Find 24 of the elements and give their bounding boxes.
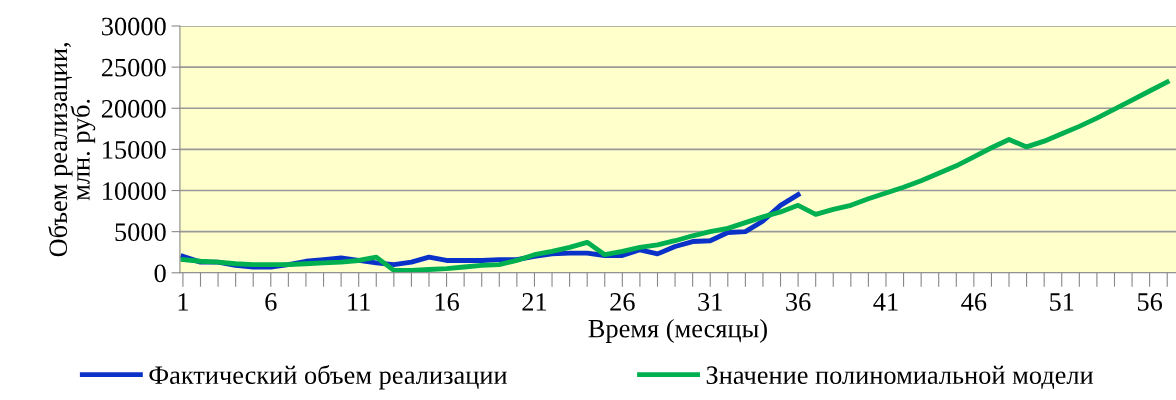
x-tick-label: 36: [786, 293, 811, 311]
x-tick-label: 26: [610, 293, 635, 311]
x-tick-label: 51: [1050, 293, 1074, 311]
y-tick-label: 25000: [101, 58, 166, 77]
x-axis-title: Время (месяцы): [588, 318, 767, 343]
y-tick-label: 10000: [103, 182, 166, 200]
x-tick-label: 11: [348, 293, 370, 311]
x-tick-label: 21: [522, 293, 547, 311]
line-series: [180, 79, 1170, 273]
x-tick-label: 6: [265, 293, 277, 311]
legend-label: Фактический объем реализации: [149, 364, 507, 390]
y-tick-label: 5000: [115, 223, 166, 242]
y-tick-label: 15000: [103, 141, 166, 159]
x-tick-label: 16: [435, 293, 459, 311]
x-tick-label: 56: [1137, 293, 1163, 311]
y-axis-title: Объем реализации, млн. руб.: [48, 43, 96, 257]
y-tick-label: 20000: [101, 99, 166, 118]
x-tick-label: 41: [873, 293, 898, 311]
legend-label: Значение полиномиальной модели: [706, 365, 1094, 389]
y-tick-label: 0: [154, 264, 166, 283]
x-tick-label: 31: [698, 293, 722, 311]
y-tick-label: 30000: [102, 17, 166, 36]
x-tick-label: 1: [178, 293, 188, 311]
x-tick-label: 46: [961, 293, 987, 311]
